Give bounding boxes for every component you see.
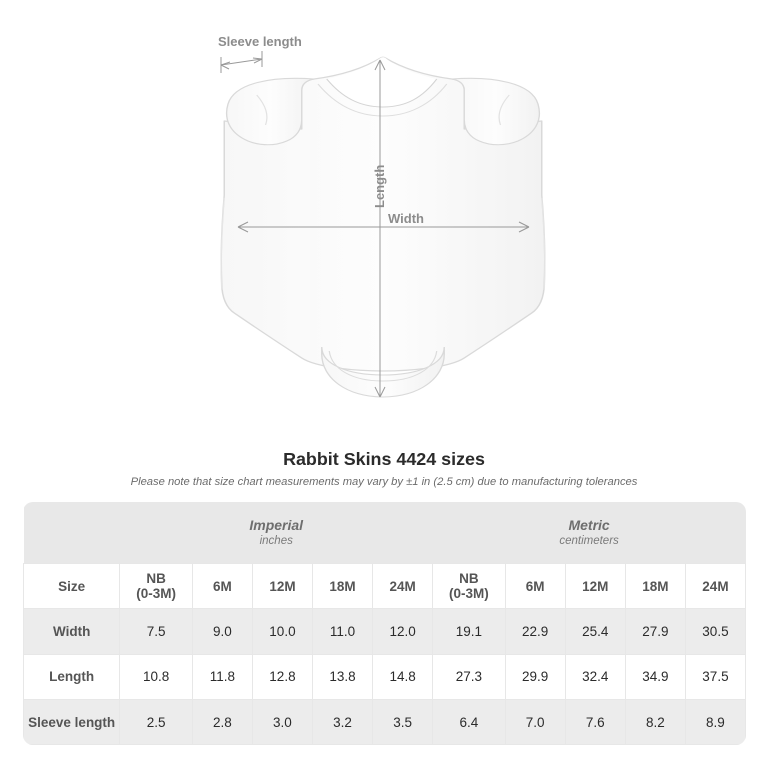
svg-text:Width: Width	[388, 211, 424, 226]
svg-text:Sleeve length: Sleeve length	[218, 34, 302, 49]
svg-text:Length: Length	[372, 165, 387, 208]
